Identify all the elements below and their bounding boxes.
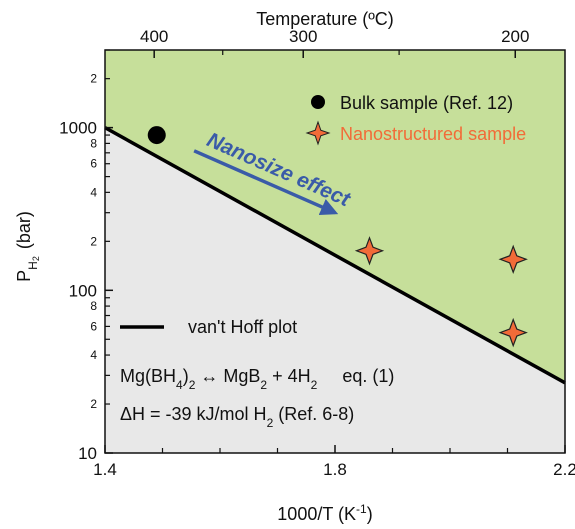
- eq-part-2: ): [183, 366, 189, 386]
- nanostructured-sample-point: [498, 317, 528, 348]
- enthalpy-note: ΔH = -39 kJ/mol H2 (Ref. 6-8): [120, 404, 354, 430]
- top-axis-title: Temperature (ºC): [256, 9, 394, 29]
- eq-part-3: 2: [189, 378, 196, 392]
- bulk-sample-point: [147, 126, 166, 145]
- y-axis-title-sub1: H: [26, 261, 40, 270]
- nanostructured-sample-point: [354, 236, 385, 266]
- y-minor-tick-label: 2: [90, 397, 97, 411]
- y-minor-tick-label: 2: [90, 72, 97, 86]
- eq-part-7: 2: [311, 378, 318, 392]
- dh-part-1: 2: [267, 416, 274, 430]
- top-tick-label: 400: [140, 27, 168, 46]
- x-axis-title-sup: -1: [356, 502, 367, 516]
- y-minor-tick-label: 6: [90, 157, 97, 171]
- legend: Bulk sample (Ref. 12) Nanostructured sam…: [305, 93, 526, 146]
- y-minor-tick-label: 4: [90, 348, 97, 362]
- eq-part-6: + 4H: [267, 366, 311, 386]
- nanostructured-sample-point: [498, 244, 528, 274]
- dh-part-2: (Ref. 6-8): [273, 404, 354, 424]
- eq-part-4: ↔ MgB: [195, 366, 260, 386]
- legend-bulk-marker: [311, 95, 325, 109]
- vant-hoff-line: [104, 126, 566, 385]
- y-minor-tick-label: 2: [90, 234, 97, 248]
- y-minor-tick-label: 8: [90, 136, 97, 150]
- eq-part-1: 4: [176, 378, 183, 392]
- eq-part-8: eq. (1): [317, 366, 394, 386]
- y-axis-title: PH2 (bar): [14, 211, 41, 282]
- x-tick-label: 1.4: [93, 460, 117, 479]
- y-minor-tick-label: 8: [90, 299, 97, 313]
- dh-part-0: ΔH = -39 kJ/mol H: [120, 404, 267, 424]
- x-axis-title-main: 1000/T (K: [277, 504, 356, 524]
- y-axis-title-sub2: 2: [31, 256, 41, 261]
- y-tick-label: 1000: [59, 119, 97, 138]
- top-tick-label: 200: [501, 27, 529, 46]
- y-tick-label: 100: [69, 281, 97, 300]
- unstable-region-fill: [105, 127, 565, 453]
- nanosize-arrow: [193, 149, 339, 216]
- eq-part-5: 2: [260, 378, 267, 392]
- y-axis-title-main: P: [14, 270, 34, 282]
- legend-nano-marker: [305, 120, 331, 146]
- x-tick-label: 2.2: [553, 460, 575, 479]
- legend-nano-label: Nanostructured sample: [340, 124, 526, 144]
- x-axis-title-end: ): [367, 504, 373, 524]
- data-points: [147, 126, 528, 348]
- legend-bulk-label: Bulk sample (Ref. 12): [340, 93, 513, 113]
- eq-part-0: Mg(BH: [120, 366, 176, 386]
- y-tick-label: 10: [78, 444, 97, 463]
- y-minor-tick-label: 4: [90, 185, 97, 199]
- stable-region-fill: [105, 50, 565, 383]
- reaction-equation: Mg(BH4)2 ↔ MgB2 + 4H2 eq. (1): [120, 366, 394, 392]
- x-tick-label: 1.8: [323, 460, 347, 479]
- vant-hoff-legend-label: van't Hoff plot: [188, 317, 297, 337]
- x-axis-title: 1000/T (K-1): [277, 502, 372, 524]
- y-axis-title-end: (bar): [14, 211, 34, 254]
- top-tick-label: 300: [289, 27, 317, 46]
- y-minor-tick-label: 6: [90, 319, 97, 333]
